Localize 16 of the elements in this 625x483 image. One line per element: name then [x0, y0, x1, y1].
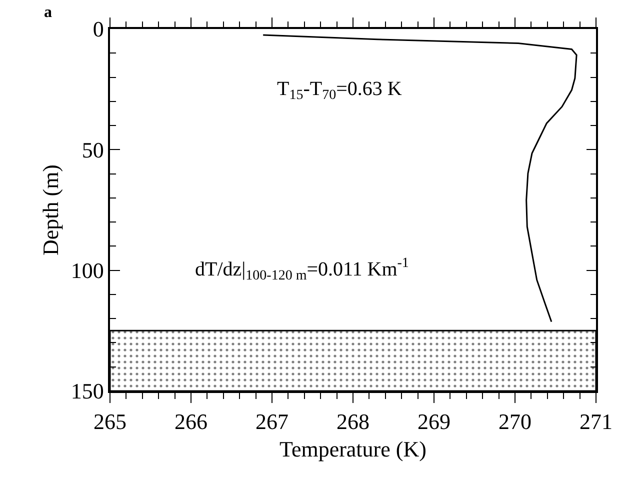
- y-tick-label: 150: [70, 378, 104, 404]
- x-tick-label: 270: [498, 409, 532, 434]
- x-tick-label: 267: [256, 409, 288, 434]
- x-tick-label: 269: [418, 409, 450, 434]
- x-tick-label: 271: [580, 409, 612, 434]
- x-tick-label: 268: [336, 409, 370, 434]
- x-tick-label: 266: [174, 409, 208, 434]
- y-tick-label: 0: [92, 16, 104, 42]
- annotation: T$_{15}$-T$_{70}$=0.63 K: [277, 78, 402, 104]
- x-tick-label: 265: [94, 409, 126, 434]
- text: a: [44, 4, 52, 21]
- x-axis-title: Temperature (K): [280, 436, 426, 462]
- y-axis-title: Depth (m): [38, 164, 64, 256]
- annotation: dT/dz|$_{100-120 m}$=0.011 Km$^{-1}$: [195, 256, 409, 284]
- y-tick-label: 50: [82, 137, 104, 162]
- y-tick-label: 100: [70, 258, 104, 284]
